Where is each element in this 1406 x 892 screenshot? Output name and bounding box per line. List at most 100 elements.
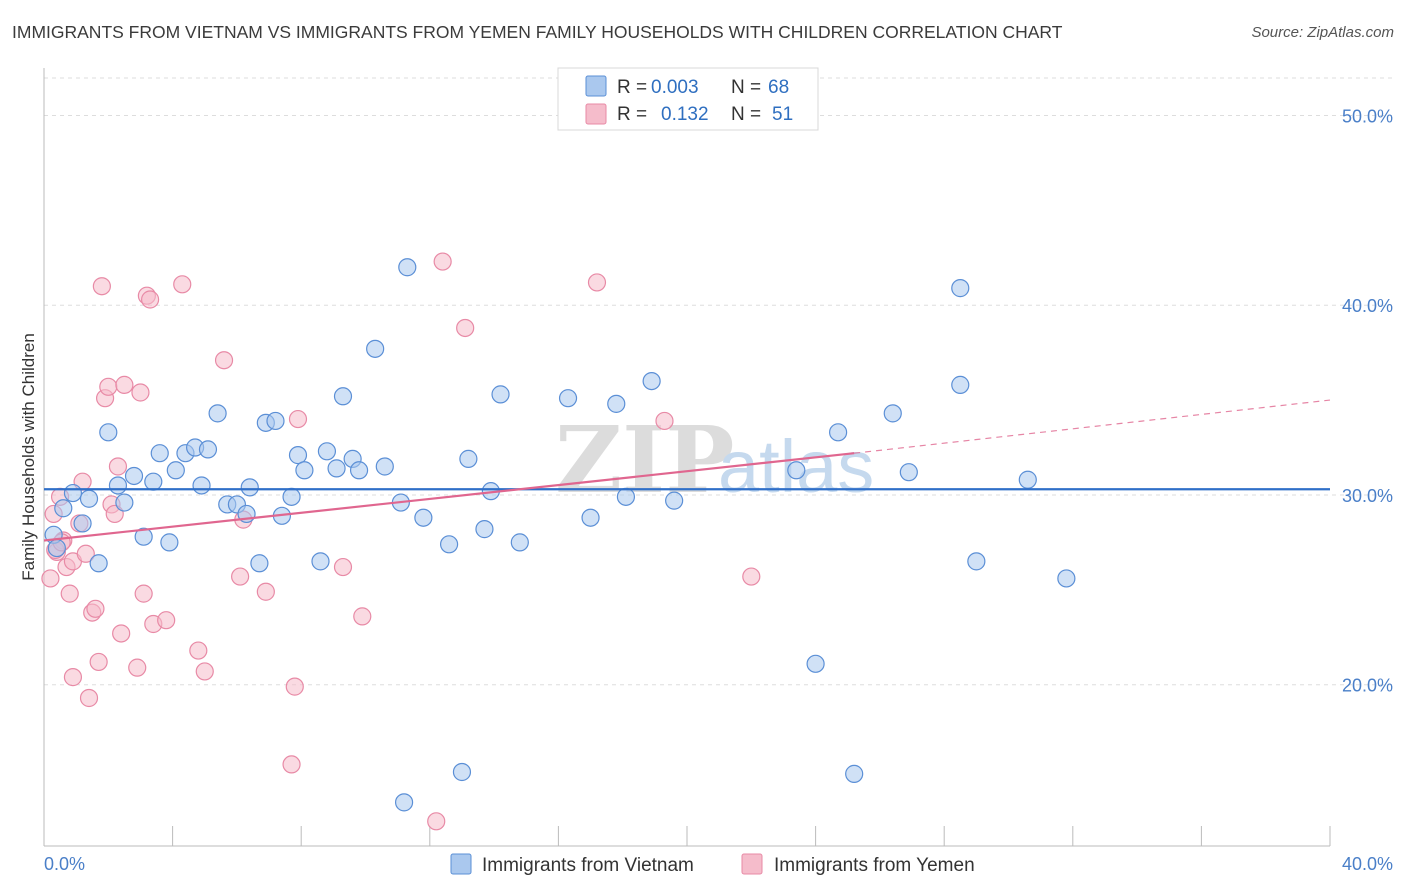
chart-source: Source: ZipAtlas.com — [1251, 24, 1394, 41]
vietnam-point-41 — [398, 258, 417, 277]
yemen-point-8 — [63, 668, 83, 687]
x-axis-ticks — [43, 826, 1331, 846]
yemen-point-47 — [655, 411, 674, 431]
vietnam-point-15 — [166, 461, 185, 480]
vietnam-point-62 — [951, 279, 970, 298]
yemen-point-48 — [742, 567, 761, 586]
chart-title: IMMIGRANTS FROM VIETNAM VS IMMIGRANTS FR… — [12, 22, 1063, 42]
yemen-point-12 — [79, 688, 99, 708]
vietnam-point-65 — [1057, 569, 1076, 588]
vietnam-point-4 — [73, 514, 92, 533]
yemen-point-26 — [134, 584, 153, 603]
vietnam-point-42 — [414, 508, 433, 527]
vietnam-point-49 — [558, 389, 578, 408]
legend-n-label-vietnam: N = — [731, 77, 761, 98]
yemen-point-30 — [157, 611, 176, 630]
legend-r-value-vietnam: 0.003 — [651, 77, 699, 98]
y-tick-label-20: 20.0% — [1342, 676, 1393, 696]
bottom-legend-label-yemen: Immigrants from Yemen — [774, 855, 975, 876]
vietnam-point-59 — [883, 404, 902, 423]
yemen-point-14 — [86, 599, 105, 618]
vietnam-point-34 — [327, 459, 346, 478]
yemen-point-15 — [89, 652, 108, 672]
vietnam-point-25 — [250, 554, 269, 573]
vietnam-point-14 — [160, 533, 179, 552]
yemen-point-41 — [333, 557, 353, 577]
vietnam-point-51 — [607, 394, 626, 413]
legend-swatch-vietnam — [585, 75, 607, 97]
yemen-point-40 — [288, 409, 308, 429]
gridlines — [44, 77, 1393, 686]
yemen-point-6 — [60, 584, 79, 603]
series-vietnam-points — [44, 258, 1076, 812]
vietnam-point-48 — [510, 533, 529, 552]
yemen-point-28 — [140, 290, 160, 309]
vietnam-point-13 — [150, 444, 169, 463]
legend-r-value-yemen: 0.132 — [661, 104, 709, 125]
vietnam-point-8 — [108, 476, 128, 495]
vietnam-point-50 — [581, 508, 600, 527]
vietnam-point-31 — [295, 461, 314, 480]
yemen-point-39 — [285, 677, 304, 696]
vietnam-point-33 — [317, 442, 337, 461]
vietnam-point-60 — [899, 463, 918, 482]
vietnam-point-32 — [311, 552, 330, 571]
vietnam-point-52 — [616, 487, 636, 506]
yemen-point-43 — [427, 812, 446, 831]
trend-lines — [43, 399, 1331, 542]
trend-line-yemen-extension — [854, 399, 1331, 454]
yemen-point-35 — [231, 567, 250, 586]
vietnam-point-39 — [375, 457, 394, 476]
watermark-zip: ZIP — [555, 406, 734, 514]
legend: R = 0.003 N = 68 R = 0.132 N = 51 — [557, 67, 819, 131]
yemen-point-24 — [128, 658, 147, 677]
vietnam-point-61 — [951, 375, 970, 394]
vietnam-point-11 — [134, 527, 153, 546]
vietnam-point-38 — [366, 339, 385, 358]
legend-r-label-yemen: R = — [617, 104, 647, 125]
yemen-point-33 — [195, 662, 214, 681]
legend-n-label-yemen: N = — [731, 104, 761, 125]
yemen-point-37 — [256, 582, 275, 601]
y-axis-label: Family Households with Children — [19, 333, 38, 581]
vietnam-point-66 — [452, 762, 472, 782]
yemen-point-0 — [41, 569, 60, 588]
vietnam-point-63 — [967, 552, 986, 571]
trend-line-yemen — [43, 452, 855, 542]
yemen-point-45 — [456, 318, 475, 338]
vietnam-point-30 — [288, 446, 308, 465]
y-tick-label-40: 40.0% — [1342, 296, 1393, 316]
vietnam-point-12 — [144, 472, 163, 491]
yemen-point-21 — [108, 457, 128, 476]
vietnam-point-56 — [806, 654, 825, 673]
vietnam-point-43 — [439, 535, 459, 554]
vietnam-point-44 — [459, 449, 478, 468]
yemen-point-16 — [92, 277, 111, 296]
vietnam-point-6 — [89, 554, 108, 573]
vietnam-point-58 — [845, 764, 864, 783]
y-tick-label-30: 30.0% — [1342, 486, 1393, 506]
vietnam-point-47 — [491, 385, 510, 404]
vietnam-point-45 — [475, 520, 494, 539]
legend-swatch-yemen — [585, 103, 607, 125]
series-yemen-points — [41, 252, 761, 831]
bottom-legend-swatch-vietnam — [450, 853, 472, 875]
yemen-point-31 — [173, 275, 192, 294]
vietnam-point-9 — [115, 493, 134, 512]
vietnam-point-37 — [349, 461, 369, 480]
vietnam-point-53 — [642, 371, 661, 391]
yemen-point-11 — [76, 544, 95, 563]
yemen-point-34 — [214, 351, 234, 370]
yemen-point-25 — [131, 383, 150, 402]
x-tick-label-max: 40.0% — [1342, 854, 1393, 874]
vietnam-point-3 — [63, 483, 83, 503]
vietnam-point-64 — [1018, 470, 1037, 489]
yemen-point-42 — [353, 607, 372, 626]
vietnam-point-5 — [79, 489, 99, 508]
yemen-point-23 — [115, 375, 134, 394]
vietnam-point-27 — [266, 411, 285, 431]
vietnam-point-10 — [124, 466, 144, 486]
watermark: ZIP atlas — [555, 406, 874, 514]
vietnam-point-24 — [240, 478, 259, 497]
x-tick-label-min: 0.0% — [44, 854, 85, 874]
